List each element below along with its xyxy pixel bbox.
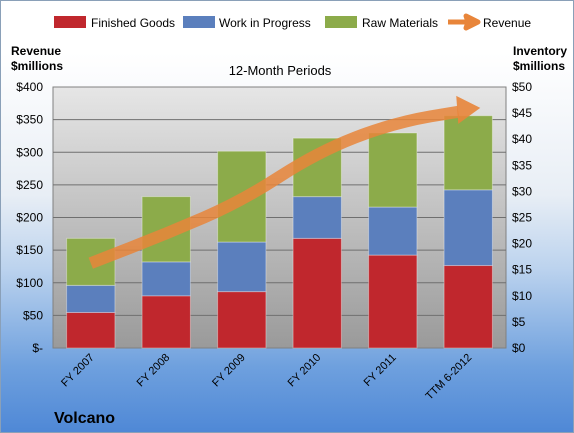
bar-work-in-progress — [66, 284, 116, 314]
bar-finished-goods — [66, 312, 116, 349]
right-tick-label: $45 — [512, 106, 532, 120]
bar-work-in-progress — [217, 241, 267, 293]
revenue-line-path — [88, 105, 460, 269]
left-tick-label: $400 — [16, 80, 43, 94]
left-tick-label: $50 — [23, 308, 43, 322]
right-tick-label: $15 — [512, 263, 532, 277]
gridlines — [53, 119, 506, 316]
bar-finished-goods — [217, 291, 267, 349]
legend-label-work-in-progress: Work in Progress — [219, 16, 311, 30]
right-axis-title-line1: Inventory — [513, 44, 567, 58]
left-tick-label: $100 — [16, 276, 43, 290]
right-tick-label: $30 — [512, 184, 532, 198]
bar-work-in-progress — [292, 196, 342, 239]
bar-finished-goods — [141, 295, 191, 349]
left-axis-title-line1: Revenue — [11, 44, 61, 58]
category-label: FY 2007 — [59, 352, 97, 390]
category-label: TTM 6-2012 — [424, 352, 475, 403]
right-tick-label: $20 — [512, 237, 532, 251]
legend-label-raw-materials: Raw Materials — [362, 16, 438, 30]
bar-work-in-progress — [443, 189, 493, 267]
bar-raw-materials — [443, 115, 493, 191]
right-tick-label: $10 — [512, 289, 532, 303]
company-name: Volcano — [54, 410, 115, 427]
chart-title: 12-Month Periods — [229, 63, 332, 78]
legend-swatch-raw-materials — [325, 16, 357, 28]
right-tick-label: $25 — [512, 211, 532, 225]
right-tick-label: $35 — [512, 158, 532, 172]
bar-finished-goods — [292, 237, 342, 349]
right-tick-label: $5 — [512, 315, 526, 329]
left-tick-label: $250 — [16, 178, 43, 192]
left-axis-title-line2: $millions — [11, 59, 63, 73]
left-tick-label: $350 — [16, 113, 43, 127]
right-tick-label: $0 — [512, 341, 526, 355]
revenue-arrowhead — [456, 95, 481, 124]
category-label: FY 2008 — [135, 352, 173, 390]
left-tick-label: $300 — [16, 145, 43, 159]
legend-label-finished-goods: Finished Goods — [91, 16, 175, 30]
bar-raw-materials — [368, 132, 418, 208]
category-label: FY 2010 — [286, 352, 324, 390]
right-axis-ticks: $0 $5 $10 $15 $20 $25 $30 $35 $40 $45 $50 — [512, 80, 532, 355]
category-label: FY 2009 — [210, 352, 248, 390]
right-tick-label: $50 — [512, 80, 532, 94]
revenue-line — [88, 95, 481, 269]
left-tick-label: $200 — [16, 211, 43, 225]
right-tick-label: $40 — [512, 132, 532, 146]
legend-swatch-revenue — [448, 13, 481, 31]
left-tick-label: $- — [32, 341, 43, 355]
bar-finished-goods — [443, 265, 493, 349]
left-tick-label: $150 — [16, 243, 43, 257]
legend-swatch-finished-goods — [54, 16, 86, 28]
left-axis-ticks: $- $50 $100 $150 $200 $250 $300 $350 $400 — [16, 80, 43, 355]
bar-finished-goods — [368, 254, 418, 349]
category-label: FY 2011 — [362, 352, 399, 389]
category-labels: FY 2007 FY 2008 FY 2009 FY 2010 FY 2011 TTM 6… — [59, 352, 474, 403]
legend-swatch-work-in-progress — [183, 16, 215, 28]
legend: Finished Goods Work in Progress Raw Mate… — [54, 13, 531, 31]
bar-work-in-progress — [368, 206, 418, 256]
bar-work-in-progress — [141, 261, 191, 297]
legend-label-revenue: Revenue — [483, 16, 531, 30]
right-axis-title-line2: $millions — [513, 59, 565, 73]
